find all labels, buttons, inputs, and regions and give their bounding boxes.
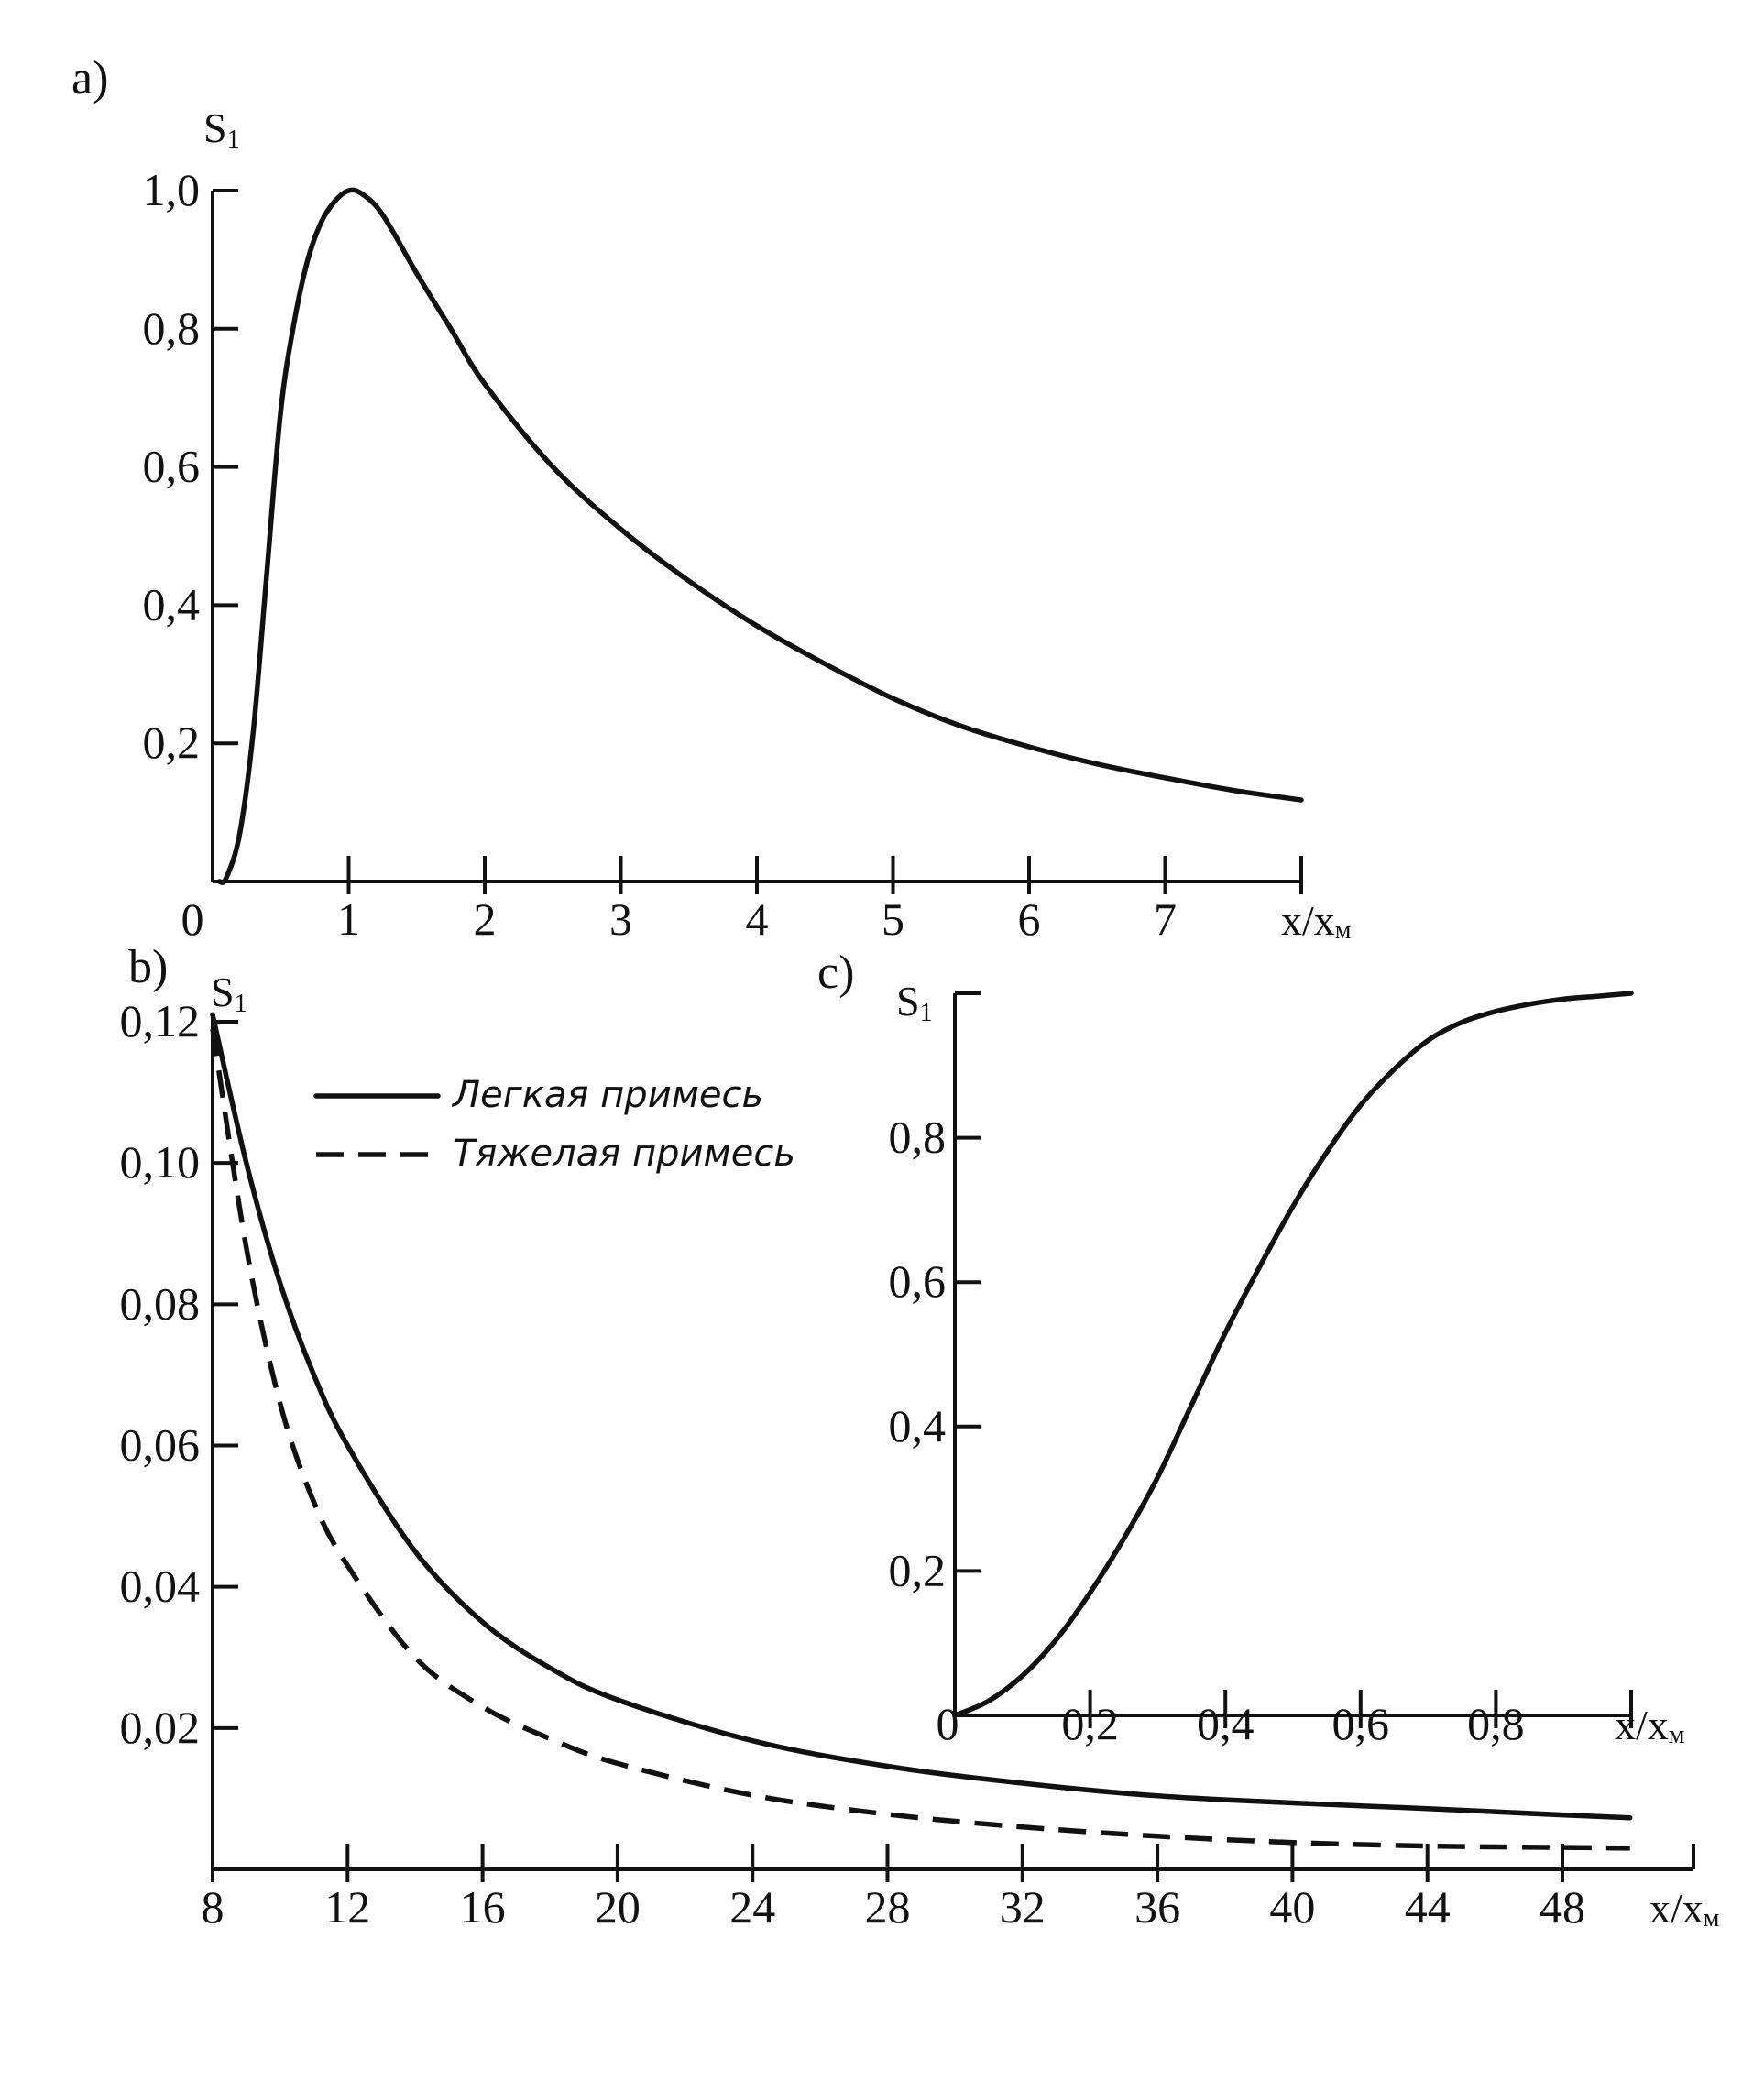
- x-tick-label-c: 0,8: [1467, 1698, 1525, 1749]
- y-axis-label-c: S1: [896, 978, 933, 1027]
- y-tick-label-c: 0,6: [889, 1255, 947, 1307]
- y-tick-label-a: 0,4: [143, 578, 201, 630]
- x-tick-label-a: 6: [1018, 893, 1041, 945]
- legend-label-0: Легкая примесь: [451, 1074, 763, 1116]
- legend-b: Легкая примесь Тяжелая примесь: [313, 1074, 795, 1175]
- x-tick-label-a: 3: [609, 893, 632, 945]
- y-axis-label-b: S1: [211, 969, 247, 1018]
- y-axis-label-sub-c: 1: [920, 999, 933, 1027]
- x-tick-label-b: 24: [729, 1881, 775, 1933]
- panel-letter-a: a): [71, 52, 108, 104]
- y-tick-label-a: 0,8: [143, 302, 201, 354]
- x-tick-label-a: 7: [1154, 893, 1177, 945]
- x-tick-label-c: 0,4: [1197, 1698, 1255, 1749]
- x-tick-label-a: 5: [882, 893, 904, 945]
- x-tick-label-b: 20: [595, 1881, 641, 1933]
- x-tick-label-b: 28: [865, 1881, 911, 1933]
- series-line-b-1: [210, 1028, 1630, 1851]
- x-tick-label-b: 12: [324, 1881, 370, 1933]
- x-tick-label-b: 16: [460, 1881, 506, 1933]
- x-axis-label-sub-a: м: [1335, 916, 1352, 945]
- x-tick-label-c: 0: [937, 1698, 959, 1749]
- x-axis-label-main-c: x/x: [1615, 1702, 1669, 1748]
- series-line-c-0: [952, 991, 1634, 1718]
- y-axis-label-a: S1: [203, 104, 240, 154]
- y-tick-label-a: 1,0: [143, 164, 201, 215]
- x-tick-label-b: 44: [1405, 1881, 1451, 1933]
- series-line-a-0: [216, 187, 1304, 885]
- y-tick-label-b: 0,02: [120, 1702, 201, 1753]
- x-tick-label-c: 0,6: [1332, 1698, 1390, 1749]
- x-axis-label-main-b: x/x: [1649, 1885, 1704, 1932]
- x-axis-label-sub-c: м: [1669, 1721, 1685, 1749]
- x-tick-label-b: 40: [1269, 1881, 1315, 1933]
- y-tick-label-b: 0,08: [120, 1277, 201, 1329]
- y-tick-label-b: 0,12: [120, 995, 201, 1046]
- y-axis-label-main-b: S: [211, 969, 235, 1015]
- x-axis-label-main-a: x/x: [1281, 897, 1335, 944]
- panel-c: c) 0,2 0,4 0,6 0,8 0 0,2 0,4 0,6 0,8 S1 x/xм: [817, 947, 1685, 1749]
- legend-label-1: Тяжелая примесь: [453, 1133, 795, 1175]
- x-axis-label-c: x/xм: [1615, 1702, 1685, 1749]
- y-axis-label-main-c: S: [896, 978, 920, 1024]
- y-tick-label-b: 0,10: [120, 1136, 201, 1188]
- x-axis-label-b: x/xм: [1649, 1885, 1720, 1933]
- series-line-b-0: [210, 1012, 1633, 1821]
- x-tick-label-c: 0,2: [1061, 1698, 1119, 1749]
- y-axis-label-sub-b: 1: [235, 990, 247, 1018]
- x-tick-label-b: 36: [1134, 1881, 1180, 1933]
- y-tick-label-c: 0,2: [889, 1544, 947, 1595]
- y-tick-label-c: 0,8: [889, 1112, 947, 1163]
- x-tick-label-b: 48: [1539, 1881, 1585, 1933]
- x-tick-label-a: 4: [746, 893, 769, 945]
- x-tick-label-a: 1: [337, 893, 360, 945]
- y-axis-label-sub-a: 1: [227, 126, 240, 154]
- panel-b: b) 0,02 0,04 0,06 0,08 0,10 0,12 8 12 16 20 24 28 32 3…: [120, 941, 1720, 1933]
- y-tick-label-c: 0,4: [889, 1400, 947, 1451]
- x-tick-label-a: 0: [181, 893, 204, 945]
- x-tick-label-b: 8: [202, 1881, 225, 1933]
- y-tick-label-b: 0,04: [120, 1561, 201, 1612]
- y-axis-label-main-a: S: [203, 104, 227, 151]
- x-tick-label-a: 2: [474, 893, 497, 945]
- y-tick-label-a: 0,6: [143, 441, 201, 492]
- y-tick-label-a: 0,2: [143, 717, 201, 768]
- x-axis-label-sub-b: м: [1704, 1904, 1720, 1933]
- panel-letter-b: b): [128, 941, 168, 993]
- x-tick-label-b: 32: [1000, 1881, 1046, 1933]
- y-tick-label-b: 0,06: [120, 1419, 201, 1471]
- x-axis-label-a: x/xм: [1281, 897, 1352, 945]
- panel-letter-c: c): [817, 947, 854, 999]
